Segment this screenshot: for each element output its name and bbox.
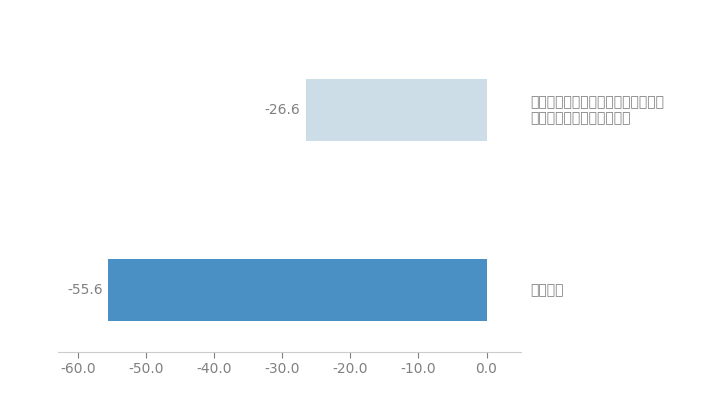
Text: マイページ、メールマガジン利用者
（いずれかの利用も含む）: マイページ、メールマガジン利用者 （いずれかの利用も含む） xyxy=(530,95,664,125)
Text: -26.6: -26.6 xyxy=(265,103,300,117)
Text: -55.6: -55.6 xyxy=(67,283,103,297)
Bar xyxy=(306,79,487,141)
Text: 非利用者: 非利用者 xyxy=(530,283,563,297)
Bar xyxy=(108,259,487,321)
